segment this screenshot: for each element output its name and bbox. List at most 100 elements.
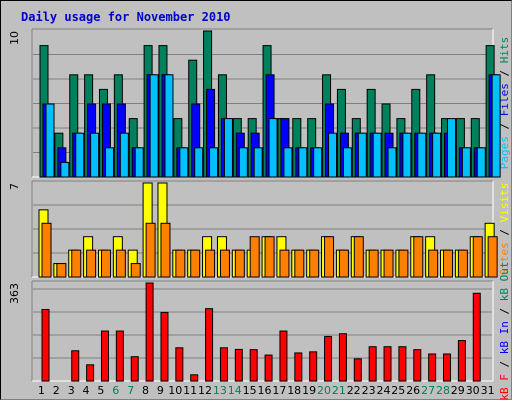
- day-label-9: 9: [157, 384, 164, 397]
- bar-sites-day-17: [279, 249, 290, 278]
- bar-kb_f-day-13: [219, 347, 228, 382]
- bar-pages-day-29: [461, 147, 471, 178]
- bar-pages-day-22: [357, 132, 367, 178]
- day-label-6: 6: [112, 384, 119, 397]
- bar-pages-day-13: [223, 118, 233, 178]
- day-label-27: 27: [421, 384, 435, 397]
- bar-sites-day-15: [249, 236, 260, 278]
- day-label-29: 29: [451, 384, 465, 397]
- bar-sites-day-21: [338, 249, 349, 278]
- bar-sites-day-26: [413, 236, 424, 278]
- ylabel-part: /: [498, 63, 511, 83]
- bar-kb_f-day-14: [234, 348, 243, 382]
- bar-sites-day-13: [219, 249, 230, 278]
- day-label-3: 3: [68, 384, 75, 397]
- bar-kb_f-day-29: [457, 340, 466, 382]
- bar-pages-day-25: [402, 132, 412, 178]
- day-label-31: 31: [481, 384, 495, 397]
- x-axis-day-labels: 1 2 3 4 5 6 7 8 9 10 11 12 13 14 15 16 17 18 19 20 21 22 23 24 2…: [38, 384, 495, 397]
- ylabel-part: /: [498, 354, 511, 374]
- bar-pages-day-2: [60, 161, 70, 178]
- bar-sites-day-28: [443, 249, 454, 278]
- bar-sites-day-16: [264, 236, 275, 278]
- bar-kb_f-day-18: [294, 352, 303, 382]
- bar-sites-day-20: [324, 236, 335, 278]
- y-max-label: 7: [8, 183, 21, 190]
- panel-ylabel: kB F / kB In / kB Out: [498, 261, 511, 400]
- ylabel-part: /: [498, 116, 511, 136]
- ylabel-part: /: [498, 301, 511, 321]
- day-label-22: 22: [347, 384, 361, 397]
- bar-pages-day-30: [476, 147, 486, 178]
- bar-sites-day-12: [205, 249, 216, 278]
- ylabel-part: Visits: [498, 183, 511, 223]
- day-label-2: 2: [53, 384, 60, 397]
- bar-kb_f-day-4: [86, 364, 95, 382]
- bar-pages-day-23: [372, 132, 382, 178]
- day-label-17: 17: [272, 384, 286, 397]
- bar-sites-day-5: [100, 249, 111, 278]
- bar-sites-day-9: [160, 222, 171, 278]
- bar-kb_f-day-21: [338, 333, 347, 382]
- bar-pages-day-3: [75, 132, 85, 178]
- bar-pages-day-8: [149, 74, 159, 178]
- bar-kb_f-day-9: [160, 311, 169, 382]
- bar-sites-day-4: [86, 249, 97, 278]
- day-label-5: 5: [97, 384, 104, 397]
- bar-pages-day-12: [209, 147, 219, 178]
- bar-sites-day-23: [368, 249, 379, 278]
- day-label-26: 26: [406, 384, 420, 397]
- bar-pages-day-28: [447, 118, 457, 178]
- day-label-15: 15: [243, 384, 257, 397]
- day-label-14: 14: [228, 384, 242, 397]
- day-label-30: 30: [466, 384, 480, 397]
- bar-kb_f-day-5: [100, 330, 109, 382]
- bar-pages-day-24: [387, 147, 397, 178]
- bar-pages-day-10: [179, 147, 189, 178]
- bar-sites-day-8: [145, 222, 156, 278]
- bar-pages-day-18: [298, 147, 308, 178]
- day-label-21: 21: [332, 384, 346, 397]
- day-label-7: 7: [127, 384, 134, 397]
- ylabel-part: Pages: [498, 136, 511, 169]
- bar-kb_f-day-10: [175, 347, 184, 382]
- bar-kb_f-day-20: [324, 335, 333, 382]
- day-label-13: 13: [213, 384, 227, 397]
- bar-sites-day-31: [487, 236, 498, 278]
- ylabel-part: Files: [498, 83, 511, 116]
- bar-sites-day-30: [472, 236, 483, 278]
- bar-sites-day-10: [175, 249, 186, 278]
- bar-sites-day-19: [309, 249, 320, 278]
- bar-pages-day-9: [164, 74, 174, 178]
- bar-sites-day-27: [428, 249, 439, 278]
- bar-pages-day-16: [268, 118, 278, 178]
- bar-kb_f-day-16: [264, 354, 273, 382]
- bar-sites-day-7: [130, 263, 141, 278]
- bar-kb_f-day-6: [115, 330, 124, 382]
- panel-ylabel: Sites / Visits: [498, 183, 511, 276]
- day-label-10: 10: [168, 384, 182, 397]
- bar-pages-day-27: [432, 132, 442, 178]
- bar-kb_f-day-1: [41, 308, 50, 382]
- bar-pages-day-14: [238, 147, 248, 178]
- bar-pages-day-17: [283, 147, 293, 178]
- day-label-1: 1: [38, 384, 45, 397]
- chart-title: Daily usage for November 2010: [21, 10, 231, 24]
- bar-sites-day-24: [383, 249, 394, 278]
- bar-pages-day-31: [491, 74, 501, 178]
- bar-sites-day-18: [294, 249, 305, 278]
- bar-pages-day-20: [328, 132, 338, 178]
- bar-kb_f-day-12: [205, 308, 214, 382]
- bar-pages-day-15: [253, 147, 263, 178]
- bar-pages-day-6: [119, 132, 129, 178]
- day-label-24: 24: [377, 384, 391, 397]
- bar-kb_f-day-22: [353, 358, 362, 382]
- panel-hits_files_pages: 10 Pages / Files / Hits: [8, 28, 511, 178]
- bar-sites-day-2: [56, 263, 67, 278]
- bar-pages-day-5: [104, 147, 114, 178]
- day-label-19: 19: [302, 384, 316, 397]
- bar-kb_f-day-25: [398, 346, 407, 382]
